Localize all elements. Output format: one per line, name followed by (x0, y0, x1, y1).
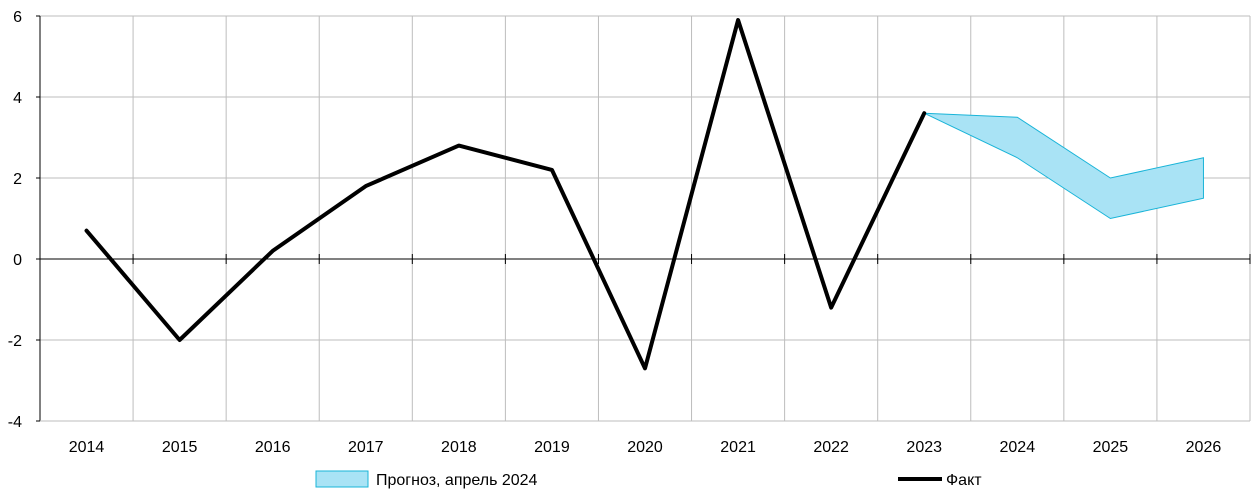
y-tick-label: -4 (8, 414, 22, 431)
x-tick-labels: 2014 2015 2016 2017 2018 2019 2020 2021 2022 2023… (69, 439, 1222, 456)
fact-point (831, 307, 832, 308)
y-tick-label: 6 (13, 9, 22, 26)
fact-point (272, 250, 273, 251)
y-tick-labels: -4 -2 0 2 4 6 (8, 9, 22, 431)
y-tick-label: 2 (13, 171, 22, 188)
x-tick-label: 2026 (1186, 439, 1222, 456)
y-tick-label: -2 (8, 333, 22, 350)
x-tick-label: 2024 (1000, 439, 1036, 456)
fact-point (645, 368, 646, 369)
x-tick-label: 2022 (813, 439, 849, 456)
x-tick-label: 2021 (720, 439, 756, 456)
fact-point (924, 113, 925, 114)
fact-point (179, 340, 180, 341)
fact-point (551, 169, 552, 170)
legend-forecast-swatch (316, 471, 368, 487)
x-tick-label: 2018 (441, 439, 477, 456)
legend-forecast-label: Прогноз, апрель 2024 (376, 472, 538, 489)
x-tick-label: 2020 (627, 439, 663, 456)
x-tick-label: 2014 (69, 439, 105, 456)
fact-point (738, 20, 739, 21)
x-tick-label: 2025 (1093, 439, 1129, 456)
y-tick-label: 4 (13, 90, 22, 107)
x-tick-label: 2017 (348, 439, 384, 456)
y-tick-label: 0 (13, 252, 22, 269)
grid (40, 16, 1250, 421)
x-tick-label: 2016 (255, 439, 291, 456)
fact-point (458, 145, 459, 146)
fact-point (86, 230, 87, 231)
x-tick-label: 2015 (162, 439, 198, 456)
x-tick-label: 2019 (534, 439, 570, 456)
x-tick-label: 2023 (906, 439, 942, 456)
legend-fact-label: Факт (946, 472, 982, 489)
legend: Прогноз, апрель 2024 Факт (316, 471, 982, 489)
fact-point (365, 186, 366, 187)
